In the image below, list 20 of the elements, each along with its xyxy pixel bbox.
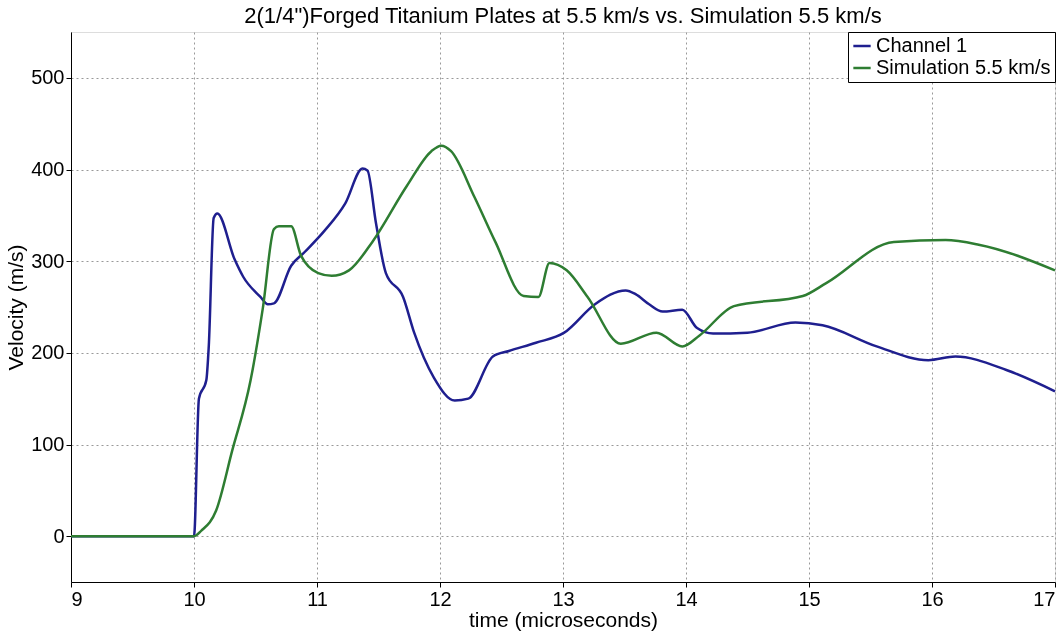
y-axis-title: Velocity (m/s)	[4, 244, 28, 371]
x-tick-label: 9	[71, 587, 83, 610]
x-tick-label: 15	[798, 587, 821, 610]
x-tick-label: 16	[921, 587, 944, 610]
y-tick-label: 500	[31, 66, 65, 89]
y-tick-label: 300	[31, 249, 65, 272]
x-tick-label: 10	[183, 587, 206, 610]
y-tick-label: 200	[31, 341, 65, 364]
y-tick-label: 0	[53, 524, 65, 547]
y-tick-label: 400	[31, 158, 65, 180]
y-tick-label: 100	[31, 433, 65, 455]
chart-title: 2(1/4")Forged Titanium Plates at 5.5 km/s vs. Simulation 5.5 km/s	[244, 3, 882, 28]
legend-label: Simulation 5.5 km/s	[876, 56, 1051, 78]
x-tick-label: 13	[552, 587, 575, 610]
x-tick-label: 17	[1033, 587, 1056, 610]
x-tick-label: 14	[675, 587, 698, 610]
x-tick-label: 12	[429, 587, 452, 610]
x-axis-title: time (microseconds)	[468, 607, 659, 631]
legend-label: Channel 1	[876, 34, 968, 56]
x-tick-label: 11	[307, 587, 328, 610]
